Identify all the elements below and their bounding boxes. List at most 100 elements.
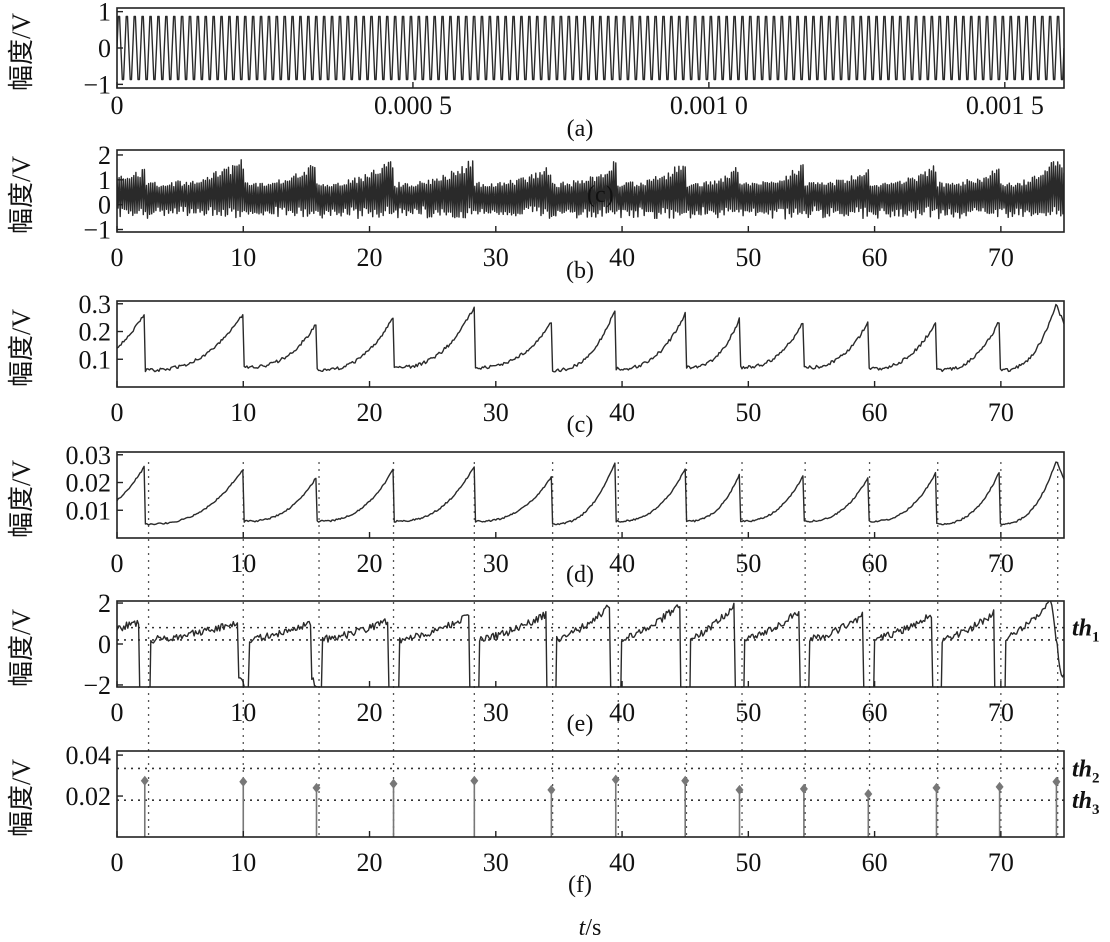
plot-frame xyxy=(116,300,1065,388)
plot-area xyxy=(117,15,1064,81)
x-tick-label: 70 xyxy=(988,243,1014,272)
y-tick-label: 0.3 xyxy=(79,290,112,319)
x-tick-label: 50 xyxy=(735,549,761,578)
y-axis-label: 幅度/V xyxy=(7,13,36,91)
vertical-markers-layer xyxy=(147,462,1059,837)
stem-marker xyxy=(239,776,248,787)
panels-layer: 幅度/V0 0.000 5 0.001 0 0.001 5−101(a)幅度/V (c)… xyxy=(7,0,1100,898)
panel-caption: (d) xyxy=(566,562,594,588)
stem-marker xyxy=(547,784,556,795)
panel-c: 幅度/V 0 10 20 30 40 50 60 70 0.10.20.3 (c) xyxy=(7,290,1065,438)
plot-area xyxy=(117,767,1064,837)
x-axis-label: t/s xyxy=(579,915,602,941)
x-tick-label: 30 xyxy=(483,698,509,727)
overlay-label: (c) xyxy=(587,182,614,208)
panel-d: 幅度/V 0 10 20 30 40 50 60 70 0.010.020.03 (d) xyxy=(7,441,1065,588)
stem-marker xyxy=(932,782,941,793)
x-tick-label: 40 xyxy=(609,398,635,427)
threshold-label: th2 xyxy=(1072,756,1100,786)
x-tick-label: 10 xyxy=(230,398,256,427)
x-tick-label: 0 xyxy=(111,549,124,578)
y-axis-label: 幅度/V xyxy=(7,609,36,687)
x-tick-label: 10 xyxy=(230,848,256,877)
x-tick-label: 0 xyxy=(111,698,124,727)
x-tick-label: 60 xyxy=(862,243,888,272)
x-tick-label: 0.000 5 xyxy=(374,91,452,120)
x-tick-label: 0 xyxy=(111,398,124,427)
x-tick-label: 20 xyxy=(357,549,383,578)
plot-area xyxy=(117,601,1064,687)
x-tick-label: 0 xyxy=(111,91,124,120)
x-tick-label: 20 xyxy=(357,698,383,727)
y-tick-label: 0.1 xyxy=(79,345,112,374)
x-tick-label: 70 xyxy=(988,549,1014,578)
x-tick-label: 70 xyxy=(988,398,1014,427)
x-tick-label: 30 xyxy=(483,243,509,272)
stem-marker xyxy=(389,778,398,789)
x-tick-label: 50 xyxy=(735,848,761,877)
stem-marker xyxy=(681,775,690,786)
x-tick-label: 20 xyxy=(357,398,383,427)
stem-marker xyxy=(1052,776,1061,787)
x-tick-label: 50 xyxy=(735,698,761,727)
panel-caption: (c) xyxy=(567,412,594,438)
stem-marker xyxy=(864,789,873,799)
threshold-label: th1 xyxy=(1072,616,1100,646)
plot-area xyxy=(117,303,1064,373)
x-axis-label-unit: /s xyxy=(585,915,601,941)
y-tick-label: −1 xyxy=(83,216,111,245)
signal-series xyxy=(117,159,1064,220)
x-tick-label: 0.001 5 xyxy=(966,91,1044,120)
y-tick-label: 0.03 xyxy=(66,441,112,470)
x-tick-label: 10 xyxy=(230,549,256,578)
panel-caption: (a) xyxy=(567,116,594,142)
x-tick-label: 50 xyxy=(735,243,761,272)
stem-marker xyxy=(470,775,479,786)
y-axis-label: 幅度/V xyxy=(7,460,36,538)
x-tick-label: 30 xyxy=(483,848,509,877)
plot-area xyxy=(117,159,1064,220)
x-tick-label: 70 xyxy=(988,848,1014,877)
signal-series xyxy=(117,303,1064,373)
stem-marker xyxy=(799,783,808,794)
x-tick-label: 30 xyxy=(483,398,509,427)
y-tick-label: 0.2 xyxy=(79,318,112,347)
plot-frame xyxy=(116,600,1065,688)
stem-marker xyxy=(735,784,744,795)
x-tick-label: 60 xyxy=(862,398,888,427)
panel-caption: (f) xyxy=(568,872,592,898)
signal-series xyxy=(117,601,1064,687)
y-tick-label: 0.04 xyxy=(66,741,112,770)
y-axis-label: 幅度/V xyxy=(7,309,36,387)
y-tick-label: 0 xyxy=(98,34,111,63)
x-tick-label: 60 xyxy=(862,848,888,877)
y-tick-label: 2 xyxy=(98,141,111,170)
plot-area xyxy=(117,461,1064,526)
y-tick-label: 0.01 xyxy=(66,496,112,525)
panel-a: 幅度/V0 0.000 5 0.001 0 0.001 5−101(a) xyxy=(7,0,1065,142)
x-tick-label: 10 xyxy=(230,243,256,272)
stem-marker xyxy=(611,774,620,785)
signal-series xyxy=(117,15,1064,81)
x-tick-label: 10 xyxy=(230,698,256,727)
x-tick-label: 40 xyxy=(609,848,635,877)
x-tick-label: 20 xyxy=(357,848,383,877)
panel-caption: (e) xyxy=(567,711,594,737)
x-tick-label: 60 xyxy=(862,549,888,578)
x-tick-label: 0 xyxy=(111,243,124,272)
plot-frame xyxy=(116,149,1065,233)
stem-marker xyxy=(140,775,149,786)
y-tick-label: 1 xyxy=(98,0,111,27)
x-tick-label: 60 xyxy=(862,698,888,727)
signal-series xyxy=(117,461,1064,526)
y-tick-label: 0 xyxy=(98,630,111,659)
threshold-label: th3 xyxy=(1072,788,1100,818)
y-tick-label: 2 xyxy=(98,589,111,618)
x-tick-label: 0.001 0 xyxy=(670,91,748,120)
y-axis-label: 幅度/V xyxy=(7,156,36,234)
y-tick-label: 0 xyxy=(98,191,111,220)
